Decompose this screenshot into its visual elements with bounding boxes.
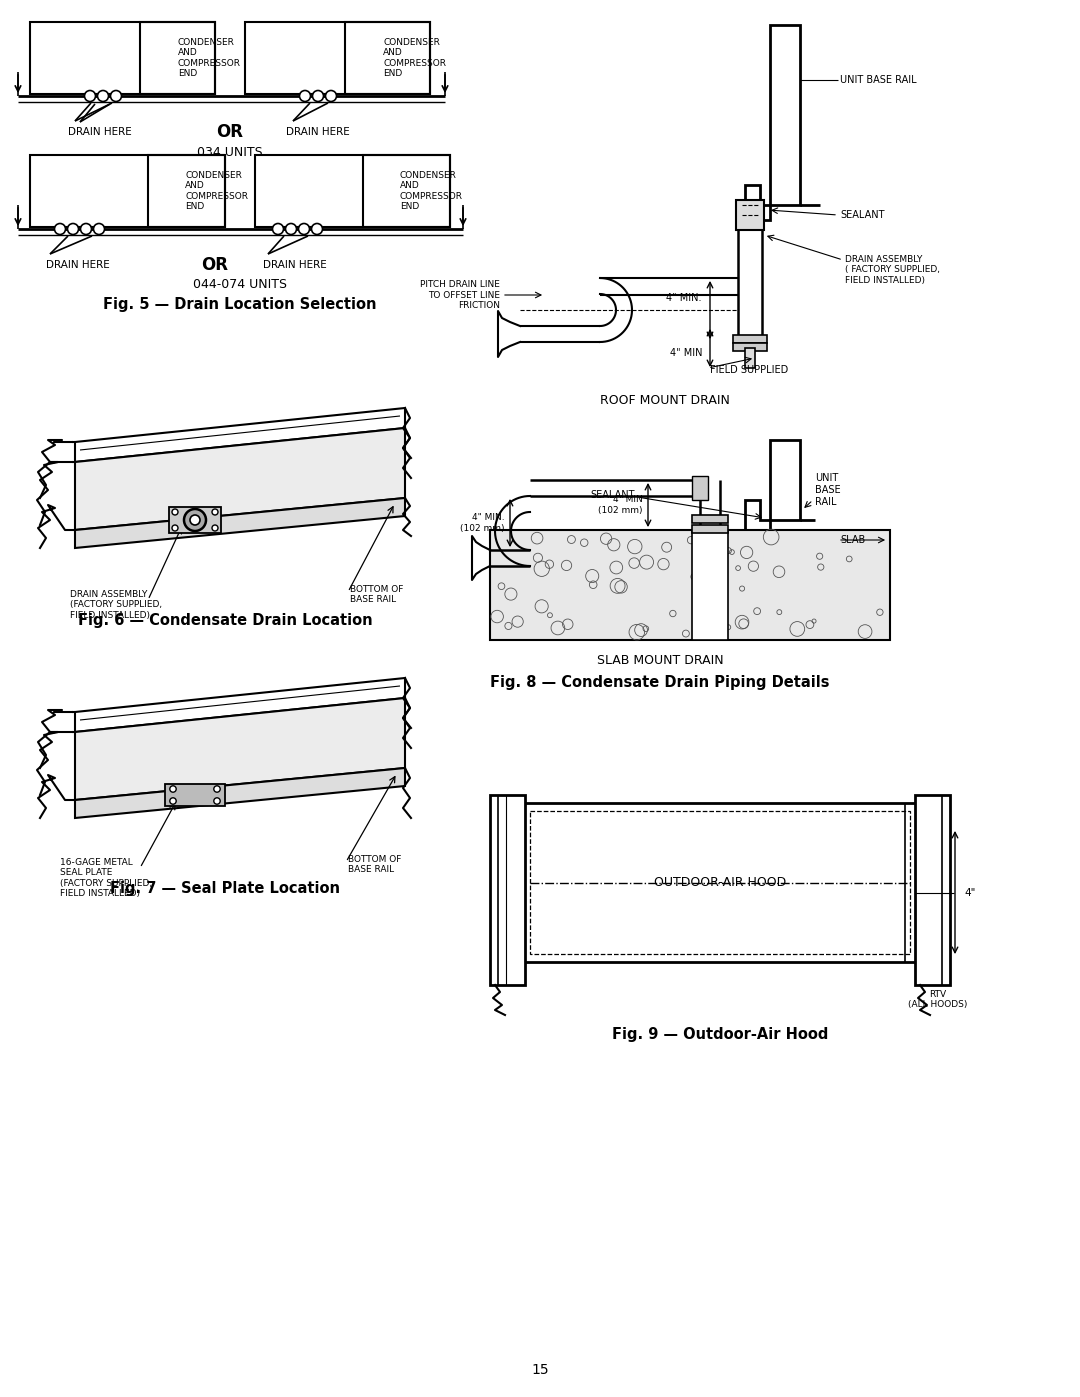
Circle shape: [214, 785, 220, 792]
Text: SEALANT: SEALANT: [840, 210, 885, 219]
Text: 4": 4": [964, 887, 975, 897]
Polygon shape: [75, 408, 405, 462]
Bar: [363, 155, 450, 226]
Text: DRAIN HERE: DRAIN HERE: [68, 127, 132, 137]
Circle shape: [94, 224, 105, 235]
Circle shape: [170, 798, 176, 805]
Polygon shape: [75, 678, 405, 732]
Bar: [148, 155, 225, 226]
Circle shape: [184, 509, 206, 531]
Bar: [245, 22, 430, 94]
Text: Fig. 5 — Drain Location Selection: Fig. 5 — Drain Location Selection: [104, 298, 377, 313]
Circle shape: [110, 91, 121, 102]
Text: ROOF MOUNT DRAIN: ROOF MOUNT DRAIN: [600, 394, 730, 407]
Circle shape: [172, 509, 178, 515]
Text: UNIT
BASE
RAIL: UNIT BASE RAIL: [815, 474, 840, 507]
Bar: [733, 344, 767, 351]
Circle shape: [312, 91, 324, 102]
Text: 034 UNITS: 034 UNITS: [198, 145, 262, 158]
Circle shape: [212, 525, 218, 531]
Bar: [255, 155, 450, 226]
Text: SEALANT: SEALANT: [591, 490, 635, 500]
Text: OUTDOOR-AIR HOOD: OUTDOOR-AIR HOOD: [653, 876, 786, 888]
Circle shape: [212, 509, 218, 515]
Text: BOTTOM OF
BASE RAIL: BOTTOM OF BASE RAIL: [348, 855, 402, 875]
Text: 16-GAGE METAL
SEAL PLATE
(FACTORY SUPPLIED,
FIELD INSTALLED): 16-GAGE METAL SEAL PLATE (FACTORY SUPPLI…: [60, 858, 152, 898]
Text: DRAIN HERE: DRAIN HERE: [46, 260, 110, 270]
Text: 4" MIN
(102 mm): 4" MIN (102 mm): [598, 496, 643, 514]
Text: CONDENSER
AND
COMPRESSOR
END: CONDENSER AND COMPRESSOR END: [178, 38, 241, 78]
Polygon shape: [75, 497, 405, 548]
Circle shape: [325, 91, 337, 102]
Bar: [530, 812, 910, 954]
Circle shape: [81, 224, 92, 235]
Circle shape: [170, 785, 176, 792]
Text: 044-074 UNITS: 044-074 UNITS: [193, 278, 287, 292]
Circle shape: [67, 224, 79, 235]
Text: SLAB MOUNT DRAIN: SLAB MOUNT DRAIN: [596, 654, 724, 666]
Text: CONDENSER
AND
COMPRESSOR
END: CONDENSER AND COMPRESSOR END: [383, 38, 446, 78]
Text: OR: OR: [216, 123, 243, 141]
Circle shape: [272, 224, 283, 235]
Text: DRAIN HERE: DRAIN HERE: [264, 260, 327, 270]
Circle shape: [299, 91, 311, 102]
Bar: [745, 348, 755, 367]
Text: BOTTOM OF
BASE RAIL: BOTTOM OF BASE RAIL: [350, 585, 403, 605]
Polygon shape: [75, 698, 405, 800]
Text: Fig. 9 — Outdoor-Air Hood: Fig. 9 — Outdoor-Air Hood: [611, 1028, 828, 1042]
Bar: [30, 155, 225, 226]
Bar: [490, 795, 525, 985]
Circle shape: [311, 224, 323, 235]
Text: 4" MIN: 4" MIN: [670, 348, 702, 358]
Text: UNIT BASE RAIL: UNIT BASE RAIL: [840, 75, 917, 85]
Text: 4" MIN.
(102 mm): 4" MIN. (102 mm): [460, 513, 505, 532]
Text: OR: OR: [202, 256, 229, 274]
Bar: [165, 784, 225, 806]
Bar: [692, 515, 728, 522]
Bar: [915, 795, 950, 985]
Text: CONDENSER
AND
COMPRESSOR
END: CONDENSER AND COMPRESSOR END: [400, 170, 463, 211]
Polygon shape: [745, 25, 800, 219]
Circle shape: [54, 224, 66, 235]
Circle shape: [190, 515, 200, 525]
Bar: [168, 507, 221, 534]
Bar: [30, 22, 215, 94]
Polygon shape: [490, 529, 890, 640]
Text: PITCH DRAIN LINE
TO OFFSET LINE
FRICTION: PITCH DRAIN LINE TO OFFSET LINE FRICTION: [420, 281, 500, 310]
Bar: [140, 22, 215, 94]
Text: Fig. 6 — Condensate Drain Location: Fig. 6 — Condensate Drain Location: [78, 612, 373, 627]
Bar: [733, 335, 767, 344]
Circle shape: [298, 224, 310, 235]
Text: FIELD SUPPLIED: FIELD SUPPLIED: [710, 365, 788, 374]
Polygon shape: [75, 768, 405, 819]
Bar: [735, 200, 764, 231]
Text: 4" MIN.: 4" MIN.: [666, 293, 702, 303]
Bar: [345, 22, 430, 94]
Text: Fig. 7 — Seal Plate Location: Fig. 7 — Seal Plate Location: [110, 880, 340, 895]
Text: CONDENSER
AND
COMPRESSOR
END: CONDENSER AND COMPRESSOR END: [185, 170, 248, 211]
Circle shape: [285, 224, 297, 235]
Text: Fig. 8 — Condensate Drain Piping Details: Fig. 8 — Condensate Drain Piping Details: [490, 675, 829, 690]
Text: DRAIN ASSEMBLY
( FACTORY SUPPLIED,
FIELD INSTALLED): DRAIN ASSEMBLY ( FACTORY SUPPLIED, FIELD…: [845, 256, 940, 285]
Text: 15: 15: [531, 1363, 549, 1377]
Polygon shape: [745, 440, 800, 529]
Text: DRAIN ASSEMBLY
(FACTORY SUPPLIED,
FIELD INSTALLED): DRAIN ASSEMBLY (FACTORY SUPPLIED, FIELD …: [70, 590, 162, 620]
Circle shape: [97, 91, 108, 102]
Text: SLAB: SLAB: [840, 535, 865, 545]
Circle shape: [214, 798, 220, 805]
Bar: [692, 476, 708, 500]
Text: DRAIN HERE: DRAIN HERE: [286, 127, 350, 137]
Circle shape: [84, 91, 95, 102]
Bar: [692, 525, 728, 534]
Circle shape: [172, 525, 178, 531]
Text: RTV
(ALL HOODS): RTV (ALL HOODS): [908, 990, 968, 1010]
Polygon shape: [75, 427, 405, 529]
Polygon shape: [692, 529, 728, 640]
